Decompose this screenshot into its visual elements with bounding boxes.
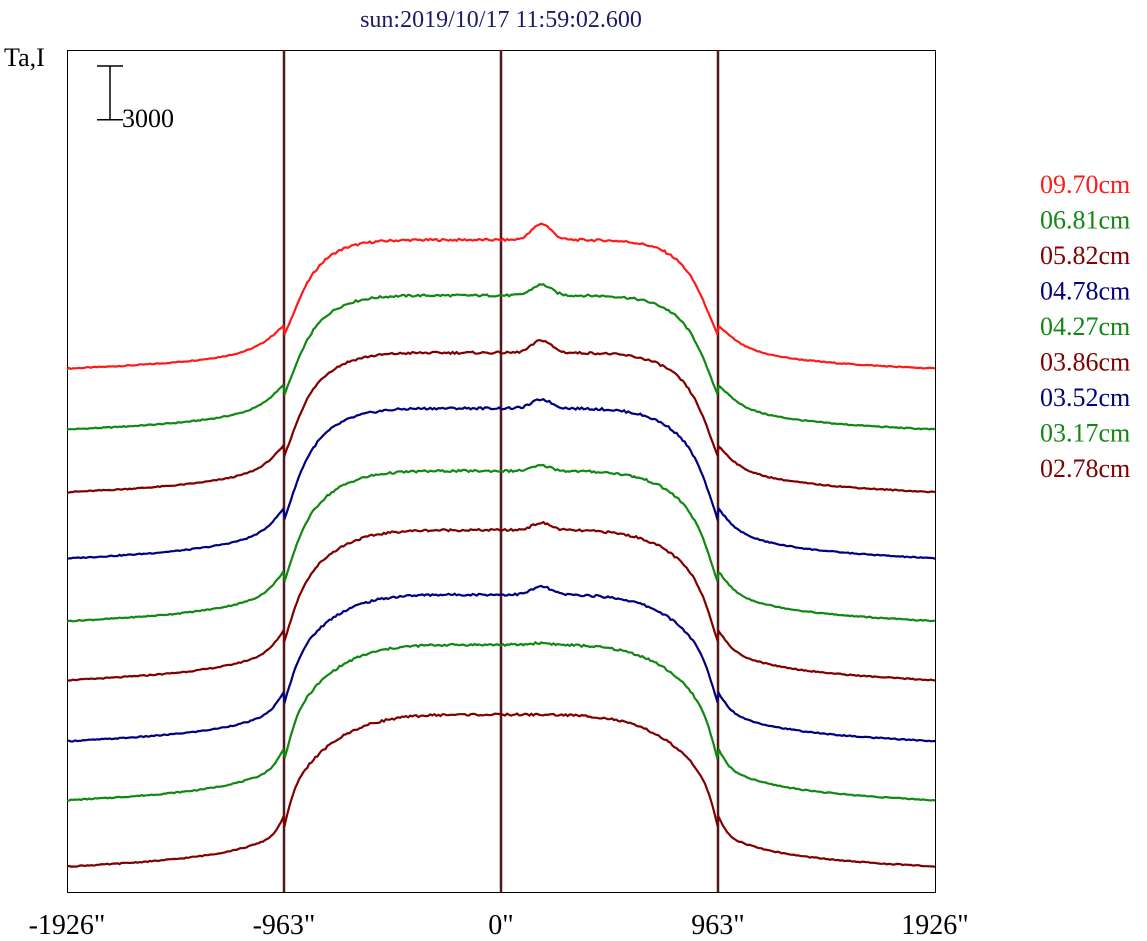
series-curves xyxy=(66,222,936,868)
series-line-03.86cm xyxy=(66,520,935,682)
scale-bar-label: 3000 xyxy=(122,104,174,133)
series-line-05.82cm xyxy=(66,338,936,494)
x-tick-label: -963" xyxy=(253,910,316,941)
x-tick-label: -1926" xyxy=(29,910,106,941)
legend-entry: 09.70cm xyxy=(1040,170,1130,199)
series-line-06.81cm xyxy=(66,283,936,431)
series-line-03.52cm xyxy=(66,584,935,743)
series-line-09.70cm xyxy=(66,222,935,371)
series-line-04.78cm xyxy=(66,397,936,560)
legend-entry: 04.78cm xyxy=(1040,277,1130,306)
series-line-03.17cm xyxy=(66,640,936,802)
x-tick-label: 1926" xyxy=(901,910,968,941)
legend-entry: 03.17cm xyxy=(1040,419,1130,448)
scale-bar: 3000 xyxy=(97,65,174,133)
legend: 09.70cm 06.81cm 05.82cm 04.78cm 04.27cm 03.86… xyxy=(1040,170,1130,483)
legend-entry: 06.81cm xyxy=(1040,206,1130,235)
series-line-04.27cm xyxy=(66,463,935,623)
x-tick-label: 963" xyxy=(691,910,744,941)
series-line-02.78cm xyxy=(66,712,936,868)
chart-title: sun:2019/10/17 11:59:02.600 xyxy=(360,7,642,33)
x-tick-labels: -1926" -963" 0" 963" 1926" xyxy=(29,910,969,941)
legend-entry: 03.52cm xyxy=(1040,383,1130,412)
legend-entry: 02.78cm xyxy=(1040,454,1130,483)
x-tick-label: 0" xyxy=(488,910,513,941)
legend-entry: 03.86cm xyxy=(1040,348,1130,377)
legend-entry: 05.82cm xyxy=(1040,241,1130,270)
legend-entry: 04.27cm xyxy=(1040,312,1130,341)
y-axis-label: Ta,I xyxy=(4,43,45,72)
